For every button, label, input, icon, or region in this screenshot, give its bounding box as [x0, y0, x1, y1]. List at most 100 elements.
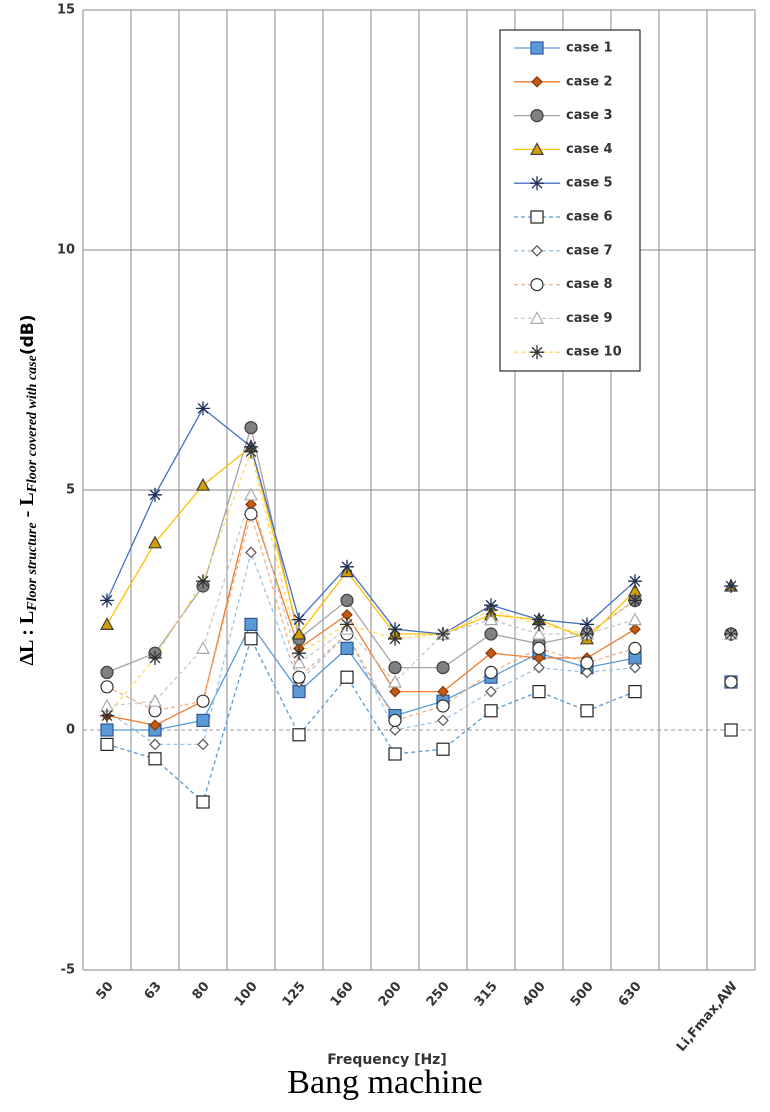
legend-label: case 6	[566, 210, 613, 225]
marker	[388, 747, 402, 761]
marker	[292, 670, 306, 684]
x-tick-label: 100	[232, 979, 261, 1009]
marker	[195, 477, 211, 491]
x-tick-label: 315	[472, 979, 501, 1009]
legend-box	[499, 29, 641, 372]
marker	[580, 617, 594, 632]
marker	[340, 593, 354, 608]
marker	[531, 626, 547, 640]
marker	[244, 632, 258, 646]
marker	[148, 651, 162, 665]
marker	[292, 612, 306, 627]
marker	[292, 646, 306, 661]
marker	[196, 694, 210, 708]
legend-label: case 4	[566, 142, 613, 157]
legend-entry: case 10	[514, 345, 622, 360]
legend-entry: case 5	[514, 176, 613, 191]
marker	[388, 713, 402, 728]
x-tick-label: Li,Fmax,AW	[674, 979, 741, 1055]
legend-label: case 9	[566, 311, 613, 326]
marker	[532, 617, 546, 632]
marker	[485, 647, 497, 660]
legend-label: case 8	[566, 277, 613, 292]
marker	[581, 666, 593, 679]
x-tick-label: 400	[520, 979, 549, 1009]
legend-entry: case 2	[514, 74, 613, 89]
legend-entry: case 7	[514, 243, 613, 258]
marker	[484, 704, 498, 718]
x-axis-label: Frequency [Hz]	[327, 1052, 446, 1068]
marker	[147, 535, 163, 549]
y-label-part: (dB)	[18, 314, 38, 355]
marker	[244, 507, 258, 521]
y-label-part: ΔL : L	[16, 611, 38, 666]
marker	[387, 674, 403, 688]
y-tick-label: 5	[66, 483, 75, 498]
legend-label: case 2	[566, 74, 613, 89]
marker	[100, 680, 114, 694]
marker	[340, 641, 354, 656]
marker	[149, 719, 161, 732]
marker	[530, 345, 544, 360]
marker	[245, 546, 257, 559]
x-tick-label: 630	[616, 979, 645, 1009]
marker	[99, 617, 115, 630]
marker	[484, 665, 498, 680]
marker	[244, 617, 258, 632]
marker	[533, 661, 545, 674]
y-label-part: - L	[16, 492, 38, 522]
marker	[629, 623, 641, 636]
marker	[532, 641, 546, 656]
x-tick-label: 160	[328, 979, 357, 1009]
marker	[437, 685, 449, 698]
marker	[100, 708, 114, 723]
marker	[628, 641, 642, 656]
marker	[196, 713, 210, 728]
marker	[196, 795, 210, 809]
marker	[244, 421, 258, 435]
x-tick-label: 125	[280, 979, 309, 1009]
marker	[485, 685, 497, 698]
marker	[580, 704, 594, 718]
marker	[483, 612, 499, 626]
marker	[100, 665, 114, 680]
marker	[530, 41, 544, 55]
y-tick-label: -5	[61, 963, 75, 978]
marker	[628, 684, 642, 699]
marker	[580, 656, 594, 670]
y-label-part: Floor structure	[25, 522, 40, 611]
x-tick-label: 63	[142, 979, 165, 1003]
marker	[196, 401, 210, 416]
legend-entry: case 9	[514, 311, 613, 326]
marker	[530, 278, 544, 292]
marker	[148, 752, 162, 766]
marker	[532, 684, 546, 699]
marker	[196, 574, 210, 589]
marker	[197, 738, 209, 751]
marker	[389, 685, 401, 698]
marker	[292, 728, 306, 742]
marker	[243, 487, 259, 501]
marker	[389, 724, 401, 736]
marker	[388, 631, 402, 646]
x-tick-label: 200	[376, 979, 405, 1009]
marker	[724, 675, 738, 689]
marker	[149, 738, 161, 751]
y-tick-label: 15	[57, 3, 75, 18]
y-axis-label: ΔL : LFloor structure - LFloor covered w…	[16, 314, 41, 665]
x-tick-label: 500	[568, 979, 597, 1009]
marker	[629, 661, 641, 674]
legend-entry: case 1	[514, 41, 613, 56]
marker	[291, 626, 307, 640]
y-label-part: Floor covered with case	[25, 355, 40, 493]
marker	[388, 622, 402, 637]
y-tick-label: 0	[66, 723, 75, 738]
marker	[340, 670, 354, 684]
legend-label: case 7	[566, 243, 613, 258]
x-tick-label: 80	[190, 979, 213, 1003]
marker	[388, 660, 402, 675]
marker	[531, 75, 543, 88]
marker	[100, 723, 114, 737]
marker	[530, 210, 544, 224]
x-tick-label: 50	[94, 979, 117, 1003]
